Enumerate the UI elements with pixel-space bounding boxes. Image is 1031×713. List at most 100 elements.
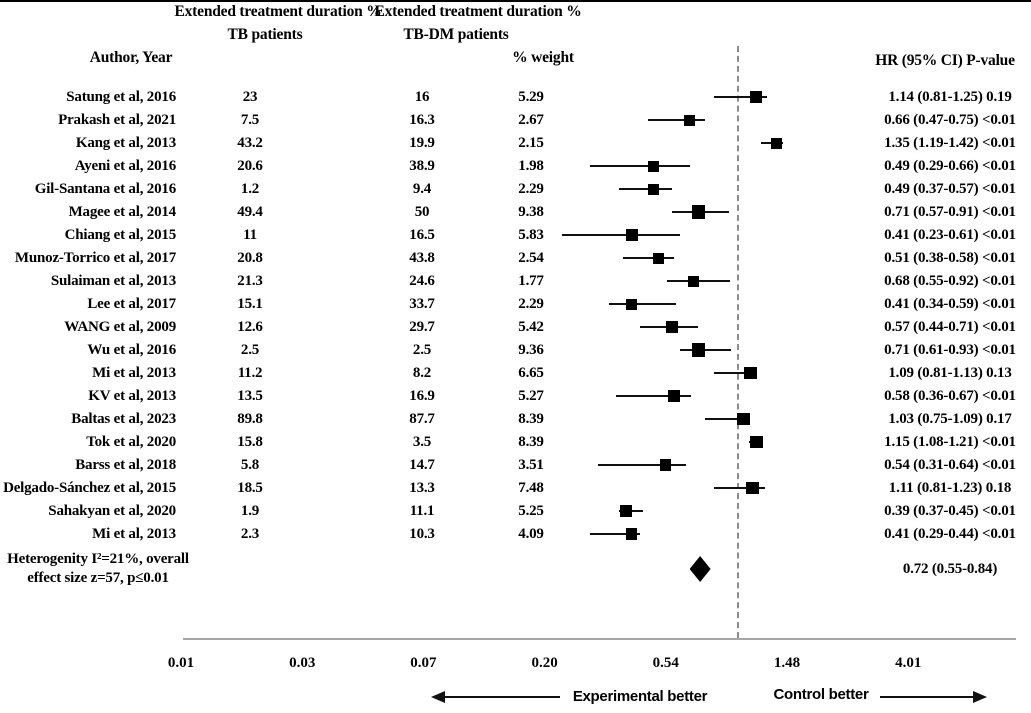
study-tbdm-value: 16.9 xyxy=(409,388,435,404)
ci-line xyxy=(648,119,706,121)
study-tb-value: 11.2 xyxy=(237,365,263,381)
ci-line xyxy=(705,418,751,420)
study-hr-ci-pvalue: 0.41 (0.29-0.44) <0.01 xyxy=(884,526,1016,542)
study-hr-ci-pvalue: 1.03 (0.75-1.09) 0.17 xyxy=(888,411,1012,427)
study-tb-value: 2.5 xyxy=(240,342,260,358)
ci-line xyxy=(589,533,641,535)
study-tbdm-value: 50 xyxy=(414,204,430,220)
effect-size-square xyxy=(749,91,762,103)
study-tbdm-value: 16.3 xyxy=(409,112,435,128)
study-tbdm-value: 38.9 xyxy=(409,158,435,174)
effect-size-square xyxy=(659,459,671,471)
study-hr-ci-pvalue: 0.49 (0.29-0.66) <0.01 xyxy=(884,158,1016,174)
study-weight-value: 1.98 xyxy=(518,158,544,174)
effect-size-square xyxy=(746,481,759,495)
effect-size-square xyxy=(684,114,696,126)
study-tb-value: 1.9 xyxy=(240,503,260,519)
study-tb-value: 21.3 xyxy=(237,273,263,289)
study-author: Sahakyan et al, 2020 xyxy=(48,503,176,519)
study-weight-value: 5.29 xyxy=(518,89,544,105)
effect-size-square xyxy=(770,137,782,149)
study-hr-ci-pvalue: 0.51 (0.38-0.58) <0.01 xyxy=(884,250,1016,266)
effect-size-square xyxy=(750,435,764,449)
study-tb-value: 13.5 xyxy=(237,388,263,404)
study-weight-value: 5.27 xyxy=(518,388,544,404)
effect-size-square xyxy=(687,275,699,287)
study-hr-ci-pvalue: 0.71 (0.57-0.91) <0.01 xyxy=(884,204,1016,220)
ci-line xyxy=(714,372,755,374)
effect-size-square xyxy=(619,505,632,517)
study-tbdm-value: 16.5 xyxy=(409,227,435,243)
column-header-tbdm-duration: Extended treatment duration % xyxy=(374,3,582,20)
study-tb-value: 2.3 xyxy=(240,526,260,542)
study-author: Wu et al, 2016 xyxy=(87,342,176,358)
study-weight-value: 5.83 xyxy=(518,227,544,243)
effect-size-square xyxy=(667,390,680,402)
x-axis-tick-label: 4.01 xyxy=(895,655,922,671)
ci-line xyxy=(615,395,692,397)
column-header-weight: % weight xyxy=(512,49,574,66)
ci-line xyxy=(622,257,674,259)
study-hr-ci-pvalue: 0.66 (0.47-0.75) <0.01 xyxy=(884,112,1016,128)
effect-size-square xyxy=(647,160,659,172)
study-author: Delgado-Sánchez et al, 2015 xyxy=(3,480,176,496)
study-author: Mi et al, 2013 xyxy=(92,526,176,542)
study-weight-value: 3.51 xyxy=(518,457,544,473)
column-header-hr-ci-pvalue: HR (95% CI) P-value xyxy=(875,52,1015,69)
study-hr-ci-pvalue: 0.58 (0.36-0.67) <0.01 xyxy=(884,388,1016,404)
column-header-tb-patients: TB patients xyxy=(227,26,303,43)
study-weight-value: 2.67 xyxy=(518,112,544,128)
study-author: WANG et al, 2009 xyxy=(64,319,176,335)
effect-size-square xyxy=(652,252,664,264)
study-weight-value: 7.48 xyxy=(518,480,544,496)
top-border-line xyxy=(0,0,1031,2)
right-arrow-head-icon xyxy=(973,691,987,703)
study-tbdm-value: 43.8 xyxy=(409,250,435,266)
study-author: Munoz-Torrico et al, 2017 xyxy=(14,250,176,266)
ci-line xyxy=(714,487,766,489)
study-author: KV et al, 2013 xyxy=(88,388,176,404)
study-author: Magee et al, 2014 xyxy=(68,204,177,220)
study-weight-value: 2.54 xyxy=(518,250,544,266)
study-weight-value: 4.09 xyxy=(518,526,544,542)
study-tbdm-value: 3.5 xyxy=(412,434,432,450)
effect-size-square xyxy=(626,528,638,540)
study-tb-value: 1.2 xyxy=(240,181,260,197)
effect-size-square xyxy=(691,343,706,357)
study-author: Ayeni et al, 2016 xyxy=(74,158,177,174)
experimental-better-label: Experimental better xyxy=(572,688,708,705)
right-arrow-line xyxy=(880,696,974,698)
control-better-label: Control better xyxy=(773,686,869,703)
study-tbdm-value: 29.7 xyxy=(409,319,435,335)
effect-size-square xyxy=(625,228,638,241)
study-tbdm-value: 14.7 xyxy=(409,457,435,473)
ci-line xyxy=(597,464,686,466)
study-author: Barss et al, 2018 xyxy=(75,457,176,473)
study-tbdm-value: 13.3 xyxy=(409,480,435,496)
study-tb-value: 5.8 xyxy=(240,457,260,473)
study-weight-value: 9.36 xyxy=(518,342,544,358)
study-author: Lee et al, 2017 xyxy=(87,296,176,312)
study-hr-ci-pvalue: 1.15 (1.08-1.21) <0.01 xyxy=(884,434,1016,450)
ci-line xyxy=(589,165,690,167)
study-tb-value: 89.8 xyxy=(237,411,263,427)
study-tbdm-value: 9.4 xyxy=(412,181,432,197)
column-header-tbdm-patients: TB-DM patients xyxy=(403,26,509,43)
study-tb-value: 18.5 xyxy=(237,480,263,496)
x-axis-tick-label: 1.48 xyxy=(773,655,801,671)
study-hr-ci-pvalue: 0.39 (0.37-0.45) <0.01 xyxy=(884,503,1016,519)
x-axis-tick-label: 0.01 xyxy=(167,655,195,671)
study-weight-value: 6.65 xyxy=(518,365,544,381)
study-tb-value: 12.6 xyxy=(237,319,263,335)
study-weight-value: 2.29 xyxy=(518,181,544,197)
ci-line xyxy=(561,234,680,236)
study-tbdm-value: 10.3 xyxy=(409,526,435,542)
null-effect-dashed-line xyxy=(737,46,739,638)
effect-size-square xyxy=(691,205,706,219)
study-weight-value: 2.29 xyxy=(518,296,544,312)
study-tb-value: 43.2 xyxy=(237,135,263,151)
study-tb-value: 15.1 xyxy=(237,296,263,312)
study-tbdm-value: 24.6 xyxy=(409,273,435,289)
study-hr-ci-pvalue: 0.41 (0.34-0.59) <0.01 xyxy=(884,296,1016,312)
